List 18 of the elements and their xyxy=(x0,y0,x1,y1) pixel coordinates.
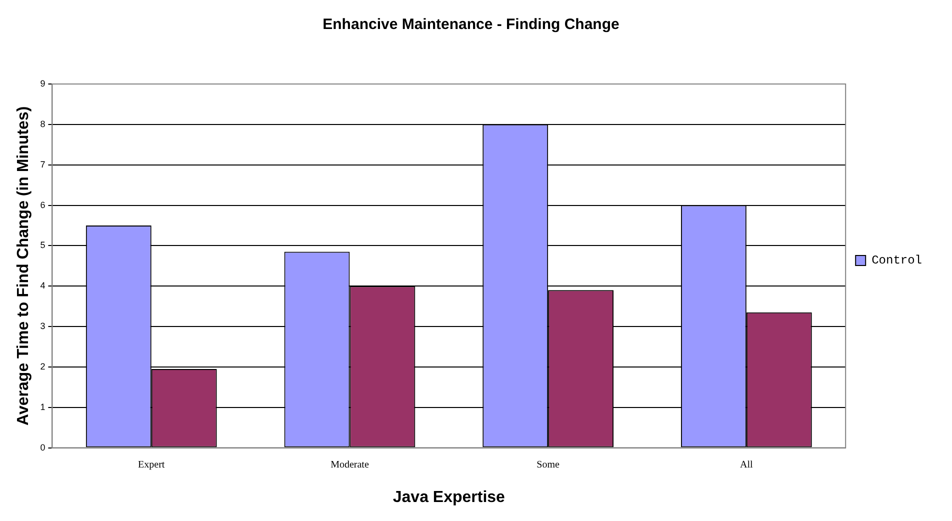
y-tick-label: 4 xyxy=(40,280,46,291)
y-tick-label: 6 xyxy=(40,200,46,210)
x-tick-label: Moderate xyxy=(330,459,370,470)
x-axis-title: Java Expertise xyxy=(392,488,506,506)
y-tick-label: 3 xyxy=(40,321,46,332)
legend-label: Control xyxy=(872,254,922,268)
y-tick-label: 7 xyxy=(40,159,46,170)
x-tick-label: Some xyxy=(536,459,560,470)
y-tick-label: 0 xyxy=(40,442,46,452)
y-tick-label: 2 xyxy=(40,361,46,372)
y-tick-label: 8 xyxy=(40,118,46,129)
y-tick-label: 1 xyxy=(40,402,46,412)
y-axis-title: Average Time to Find Change (in Minutes) xyxy=(15,106,32,426)
x-tick-label: Expert xyxy=(138,459,165,470)
y-tick-label: 9 xyxy=(40,78,46,88)
y-tick-label: 5 xyxy=(40,240,46,250)
x-tick-label: All xyxy=(740,459,754,470)
chart-title: Enhancive Maintenance - Finding Change xyxy=(322,16,620,34)
